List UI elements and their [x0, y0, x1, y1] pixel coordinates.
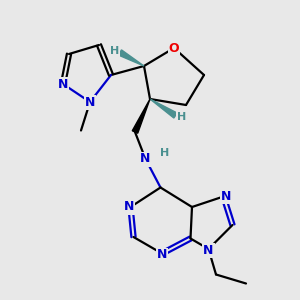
Polygon shape — [132, 99, 150, 133]
Polygon shape — [150, 99, 177, 118]
Text: N: N — [221, 190, 232, 203]
Text: N: N — [157, 248, 167, 262]
Text: O: O — [169, 41, 179, 55]
Text: H: H — [110, 46, 119, 56]
Text: N: N — [140, 152, 151, 166]
Text: N: N — [124, 200, 134, 214]
Text: N: N — [58, 77, 68, 91]
Polygon shape — [118, 50, 144, 66]
Text: N: N — [85, 95, 95, 109]
Text: H: H — [160, 148, 169, 158]
Text: H: H — [177, 112, 186, 122]
Text: N: N — [203, 244, 214, 257]
